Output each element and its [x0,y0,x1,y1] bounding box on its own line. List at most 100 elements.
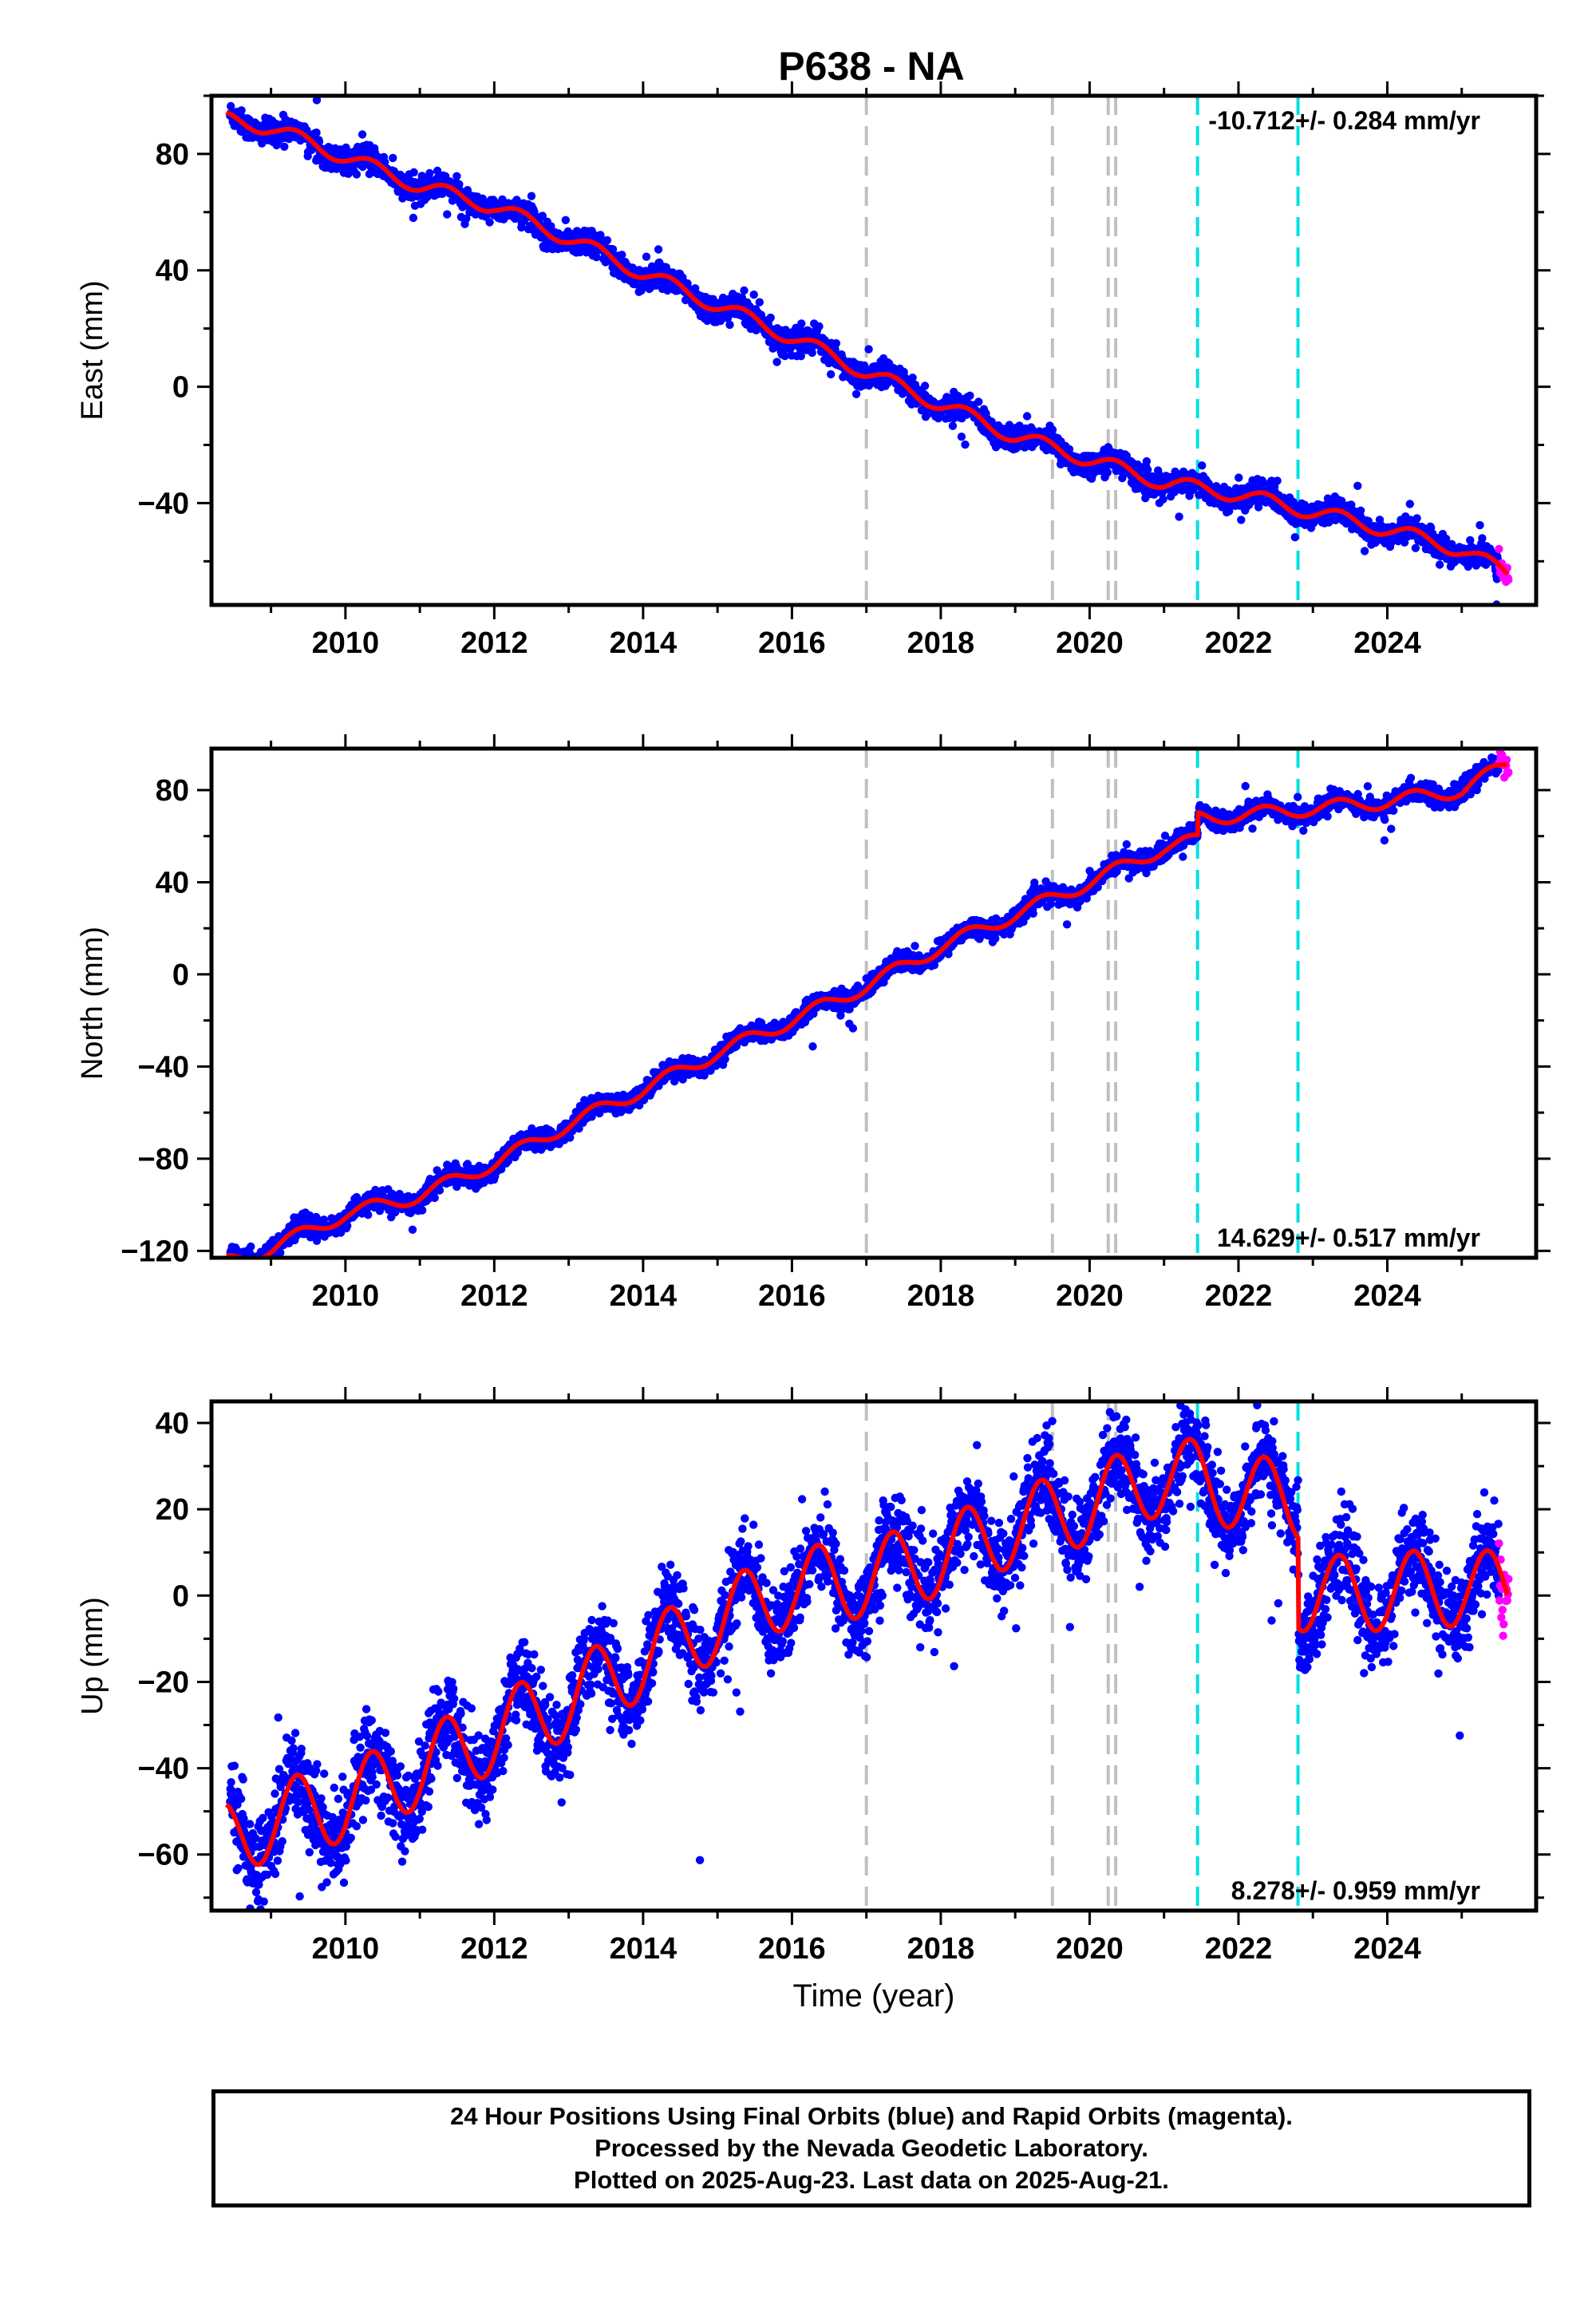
data-point-final [343,1221,352,1231]
data-point-final [974,397,983,406]
data-point-final [1360,547,1369,555]
data-point-final [389,153,397,163]
data-point-final [1142,456,1152,466]
data-point-final [1144,465,1152,474]
y-tick-label: −40 [138,487,189,520]
data-point-final [248,1263,256,1271]
data-point-final [1478,534,1487,543]
panel-north: 2010 2012 2014 2016 2018 2020 2022 2024−120−80−… [76,734,1551,1313]
data-point-final [247,1259,255,1267]
data-point-final [957,433,966,441]
data-point-final [608,245,618,254]
data-point-final [242,1263,250,1271]
data-point-final [276,1248,285,1257]
data-point-final [725,320,734,330]
y-tick-label: 40 [156,255,189,288]
data-point-final [258,1261,266,1269]
data-point-final [1237,516,1246,524]
y-axis-label: East (mm) [76,280,109,420]
data-point-final [1103,468,1112,477]
data-point-final [256,1259,264,1267]
data-point-final [312,128,321,137]
data-point-final [251,1260,259,1268]
data-point-final [832,339,841,348]
data-point-final [851,389,861,398]
x-tick-label: 2020 [1056,626,1124,660]
x-tick-label: 2018 [907,626,975,660]
data-point-final [245,1259,253,1267]
data-point-final [443,210,452,219]
data-point-final [740,286,749,295]
data-point-final [229,1261,237,1269]
data-point-final [256,1263,264,1271]
data-point-final [920,381,930,390]
data-point-final [1353,481,1362,490]
data-point-final [538,211,547,220]
data-point-final [827,370,836,379]
plot-area [224,749,1513,1271]
panel-east: 2010 2012 2014 2016 2018 2020 2022 2024 −40 0 40 80… [76,81,1551,660]
data-point-final [358,130,367,139]
data-point-final [1198,461,1207,470]
final-orbit-points [226,753,1503,1271]
data-point-final [772,358,781,366]
y-tick-label: 80 [156,138,189,172]
x-tick-label: 2022 [1205,626,1273,660]
data-point-final [1159,495,1167,504]
data-point-final [547,222,555,231]
data-point-final [966,391,974,400]
data-point-final [260,1259,268,1267]
data-point-final [1476,520,1484,530]
data-point-final [1235,473,1243,482]
data-point-final [749,290,758,299]
data-point-final [280,142,289,151]
x-tick-label: 2014 [610,626,678,660]
data-point-final [352,170,361,179]
data-point-final [755,298,764,306]
data-point-final [797,319,806,328]
data-point-final [1412,514,1421,523]
data-point-final [766,313,775,322]
data-point-final [602,235,612,245]
data-point-final [948,421,958,430]
y-tick-label: 0 [172,371,189,405]
data-point-final [1411,543,1420,552]
data-point-final [815,322,824,331]
data-point-final [1405,500,1415,508]
data-point-final [961,440,970,449]
data-point-final [808,348,816,358]
data-point-final [262,1259,270,1267]
data-point-final [485,218,494,227]
x-tick-label: 2024 [1353,626,1421,660]
data-point-rapid [1495,544,1503,554]
data-point-final [462,214,471,223]
data-point-final [1273,476,1282,485]
data-point-final [247,1242,255,1251]
data-point-final [1356,506,1365,515]
data-point-final [254,1260,262,1268]
data-point-final [251,1263,259,1271]
data-point-final [430,1193,439,1203]
data-point-final [642,252,651,261]
data-point-final [527,192,536,200]
data-point-final [618,251,626,259]
data-point-final [864,345,873,354]
data-point-rapid [1504,575,1513,584]
x-tick-label: 2012 [460,626,528,660]
data-point-final [592,253,601,262]
final-orbit-points [226,96,1503,605]
data-point-final [249,1263,257,1271]
data-point-final [1175,512,1183,521]
data-point-final [365,169,374,179]
chart-title: P638 - NA [778,44,964,89]
x-tick-label: 2010 [312,626,380,660]
data-point-final [418,1206,427,1215]
x-tick-label: 2016 [758,626,826,660]
data-point-final [1022,412,1032,421]
rate-label: -10.712+/- 0.284 mm/yr [1208,106,1480,135]
data-point-final [250,1263,258,1271]
data-point-final [364,1211,373,1219]
data-point-final [236,1259,244,1267]
data-point-final [249,1263,257,1271]
